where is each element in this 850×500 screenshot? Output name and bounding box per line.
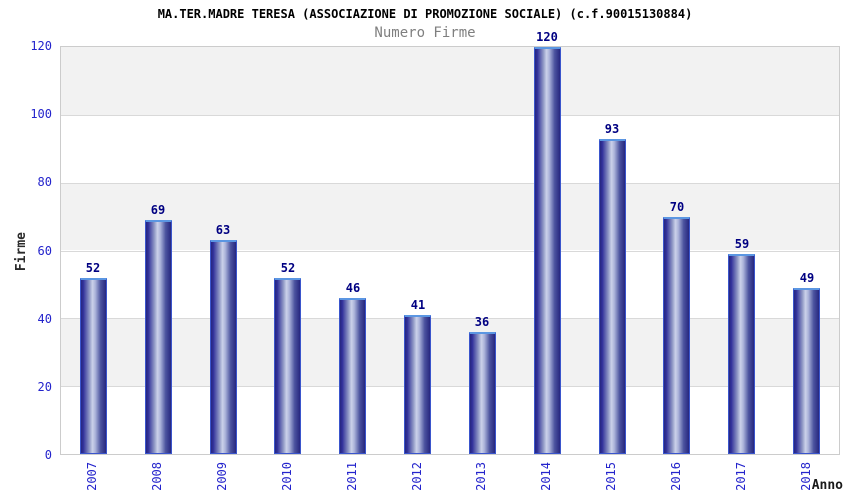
bar-value-label: 41 [410, 298, 426, 312]
plot-area: 52 69 63 52 46 41 36 120 93 70 59 49 [60, 30, 840, 455]
bar-2017 [728, 254, 755, 454]
chart-title: MA.TER.MADRE TERESA (ASSOCIAZIONE DI PRO… [157, 7, 693, 21]
x-tick-label: 2012 [410, 462, 424, 491]
x-tick-label: 2014 [539, 462, 553, 491]
x-tick-label: 2013 [474, 462, 488, 491]
x-tick-label: 2016 [669, 462, 683, 491]
x-tick-label: 2015 [604, 462, 618, 491]
bar-2013 [469, 332, 496, 454]
bar-2011 [339, 298, 366, 454]
y-tick-label: 80 [37, 175, 52, 189]
bar-value-label: 70 [669, 200, 685, 214]
gridline [61, 318, 839, 320]
bar-value-label: 59 [734, 237, 750, 251]
plot-band [61, 47, 839, 115]
bar-2015 [599, 139, 626, 454]
x-tick-label: 2008 [150, 462, 164, 491]
gridline [61, 182, 839, 184]
bar-2007 [80, 278, 107, 454]
plot-band [61, 114, 839, 183]
y-tick-label: 0 [44, 448, 52, 462]
y-tick-label: 60 [37, 244, 52, 258]
bar-2009 [210, 240, 237, 454]
plot-band [61, 386, 839, 454]
chart-subtitle: Numero Firme [374, 25, 476, 41]
gridline [61, 114, 839, 116]
x-tick-label: 2017 [734, 462, 748, 491]
bar-2018 [793, 288, 820, 454]
bar-value-label: 49 [799, 271, 815, 285]
x-tick-label: 2007 [85, 462, 99, 491]
bar-2012 [404, 315, 431, 454]
gridline [61, 250, 839, 252]
y-tick-label: 20 [37, 380, 52, 394]
x-tick-label: 2009 [215, 462, 229, 491]
plot-band [61, 250, 839, 319]
plot-band [61, 182, 839, 251]
x-tick-label: 2011 [345, 462, 359, 491]
gridline [61, 386, 839, 388]
bar-2016 [663, 217, 690, 454]
x-tick-label: 2010 [280, 462, 294, 491]
bar-value-label: 52 [85, 261, 101, 275]
bar-value-label: 36 [474, 315, 490, 329]
bar-value-label: 93 [604, 122, 620, 136]
bar-value-label: 52 [280, 261, 296, 275]
y-tick-label: 40 [37, 312, 52, 326]
bar-value-label: 120 [536, 30, 558, 44]
y-tick-label: 120 [30, 39, 52, 53]
x-axis-label: Anno [811, 478, 843, 493]
bar-value-label: 69 [150, 203, 166, 217]
bar-2008 [145, 220, 172, 454]
bar-value-label: 46 [345, 281, 361, 295]
bar-2014 [534, 47, 561, 454]
y-tick-label: 100 [30, 107, 52, 121]
bar-value-label: 63 [215, 223, 231, 237]
plot-band [61, 318, 839, 387]
bar-2010 [274, 278, 301, 454]
